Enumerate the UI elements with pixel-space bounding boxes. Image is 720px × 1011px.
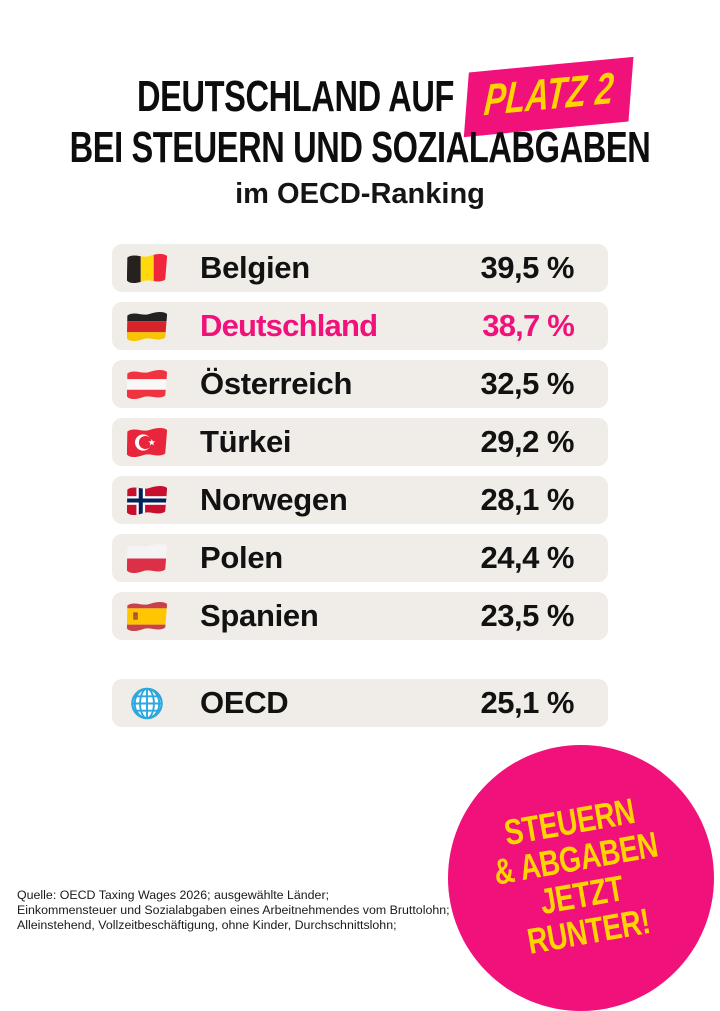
table-row: Deutschland 38,7 % — [112, 302, 608, 350]
subtitle: im OECD-Ranking — [235, 178, 485, 210]
spain-flag-icon — [124, 599, 170, 634]
source-note: Quelle: OECD Taxing Wages 2026; ausgewäh… — [17, 888, 450, 933]
ranking-list: Belgien 39,5 % Deutschland 38,7 % Österr… — [112, 244, 608, 727]
country-value: 38,7 % — [482, 308, 575, 343]
country-value: 25,1 % — [480, 685, 574, 720]
country-name: OECD — [200, 685, 289, 720]
country-value: 23,5 % — [480, 598, 574, 633]
poland-flag-icon — [124, 541, 170, 576]
country-name: Österreich — [200, 366, 353, 401]
country-value: 29,2 % — [480, 424, 574, 459]
table-row: OECD 25,1 % — [112, 679, 608, 727]
source-line: Alleinstehend, Vollzeitbeschäftigung, oh… — [17, 917, 397, 932]
turkey-flag-icon — [124, 425, 170, 460]
source-line: Einkommensteuer und Sozialabgaben eines … — [17, 902, 450, 917]
title-line-2: BEI STEUERN UND SOZIALABGABEN — [69, 122, 651, 172]
sticker-text: STEUERN & ABGABEN JETZT RUNTER! — [461, 785, 696, 968]
title-line1-text: DEUTSCHLAND AUF — [136, 72, 455, 121]
country-name: Belgien — [200, 250, 310, 285]
table-row: Türkei 29,2 % — [112, 418, 608, 466]
platz-badge-label: PLATZ 2 — [482, 63, 616, 126]
country-value: 28,1 % — [480, 482, 574, 517]
sticker-badge: STEUERN & ABGABEN JETZT RUNTER! — [448, 745, 714, 1011]
globe-icon — [124, 686, 170, 721]
country-name: Türkei — [200, 424, 292, 459]
table-row: Österreich 32,5 % — [112, 360, 608, 408]
austria-flag-icon — [124, 367, 170, 402]
country-name: Spanien — [200, 598, 319, 633]
country-value: 32,5 % — [480, 366, 574, 401]
germany-flag-icon — [124, 309, 170, 344]
table-row: Norwegen 28,1 % — [112, 476, 608, 524]
norway-flag-icon — [124, 483, 170, 518]
belgium-flag-icon — [124, 251, 170, 286]
country-name: Polen — [200, 540, 283, 575]
title-line-1: DEUTSCHLAND AUF PLATZ 2 — [118, 56, 651, 138]
country-name: Deutschland — [200, 308, 378, 343]
country-value: 39,5 % — [480, 250, 574, 285]
country-name: Norwegen — [200, 482, 348, 517]
country-value: 24,4 % — [480, 540, 574, 575]
table-row: Belgien 39,5 % — [112, 244, 608, 292]
table-row: Polen 24,4 % — [112, 534, 608, 582]
table-row: Spanien 23,5 % — [112, 592, 608, 640]
title-block: DEUTSCHLAND AUF PLATZ 2 BEI STEUERN UND … — [0, 0, 720, 211]
source-line: Quelle: OECD Taxing Wages 2026; ausgewäh… — [17, 888, 330, 902]
